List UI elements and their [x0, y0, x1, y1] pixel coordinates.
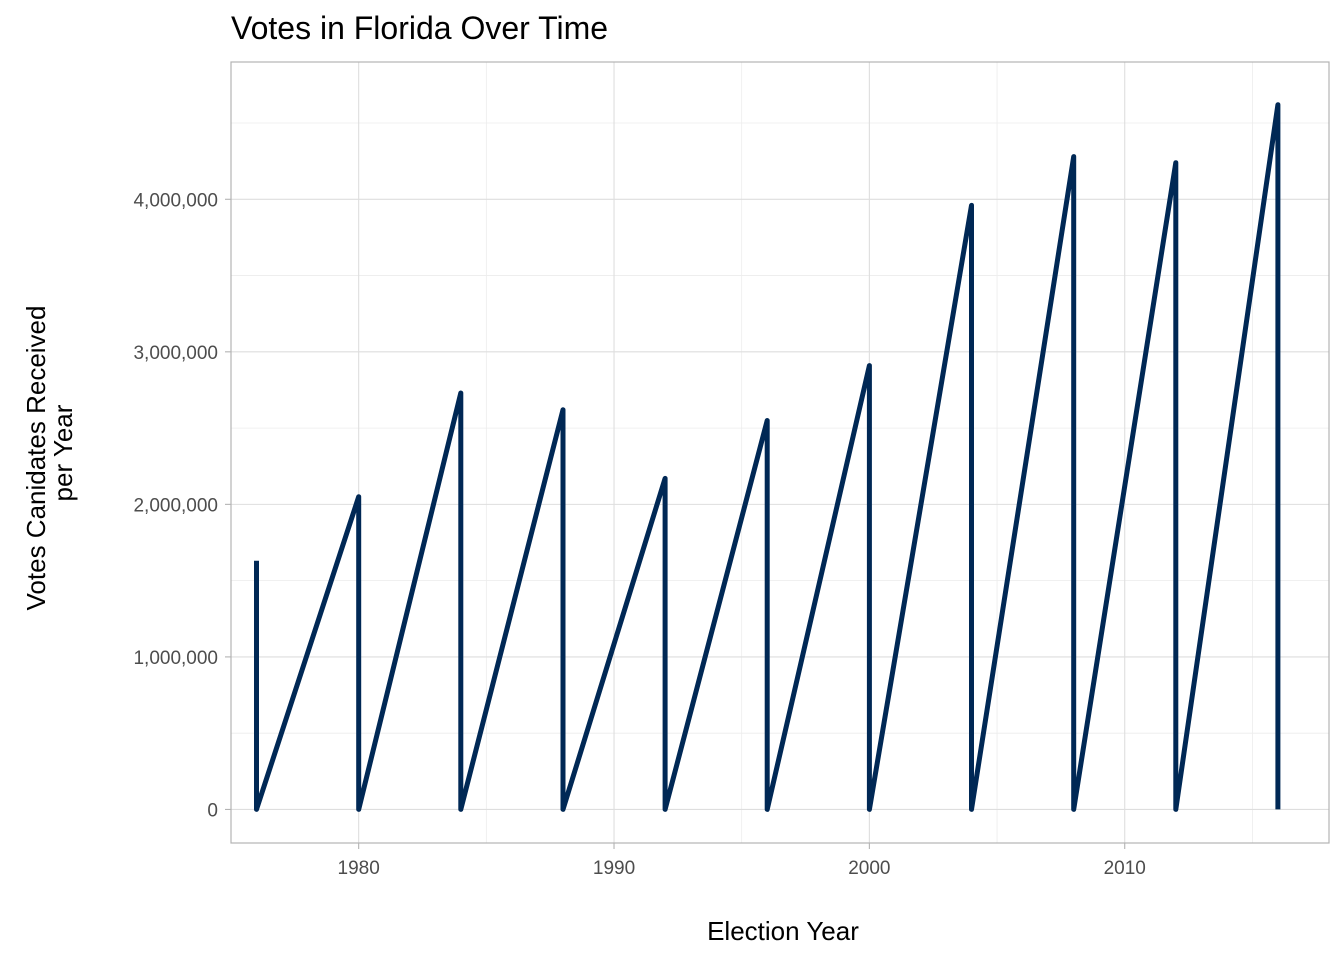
x-axis-title: Election Year: [707, 916, 859, 946]
y-tick-label: 0: [207, 800, 218, 821]
y-axis-ticks: 0 1,000,000 2,000,000 3,000,000 4,000,000: [133, 190, 231, 821]
y-axis-title-line-1: Votes Canidates Received: [21, 306, 51, 611]
y-tick-label: 3,000,000: [133, 343, 218, 364]
y-tick-label: 4,000,000: [133, 190, 218, 211]
grid-major-lines: [231, 62, 1329, 843]
x-tick-label: 1990: [593, 858, 635, 879]
series-line: [254, 102, 1281, 812]
y-axis-title: Votes Canidates Received per Year: [21, 306, 78, 611]
y-tick-label: 2,000,000: [133, 495, 218, 516]
series-layer: [254, 102, 1281, 812]
x-tick-label: 1980: [338, 858, 380, 879]
y-axis-title-line-2: per Year: [48, 404, 78, 501]
chart-title: Votes in Florida Over Time: [231, 10, 608, 46]
x-tick-label: 2000: [848, 858, 890, 879]
y-tick-label: 1,000,000: [133, 648, 218, 669]
x-tick-label: 2010: [1104, 858, 1146, 879]
x-axis-ticks: 1980 1990 2000 2010: [338, 843, 1146, 879]
plot-panel: [230, 61, 1330, 844]
grid-minor-lines: [230, 62, 1329, 843]
